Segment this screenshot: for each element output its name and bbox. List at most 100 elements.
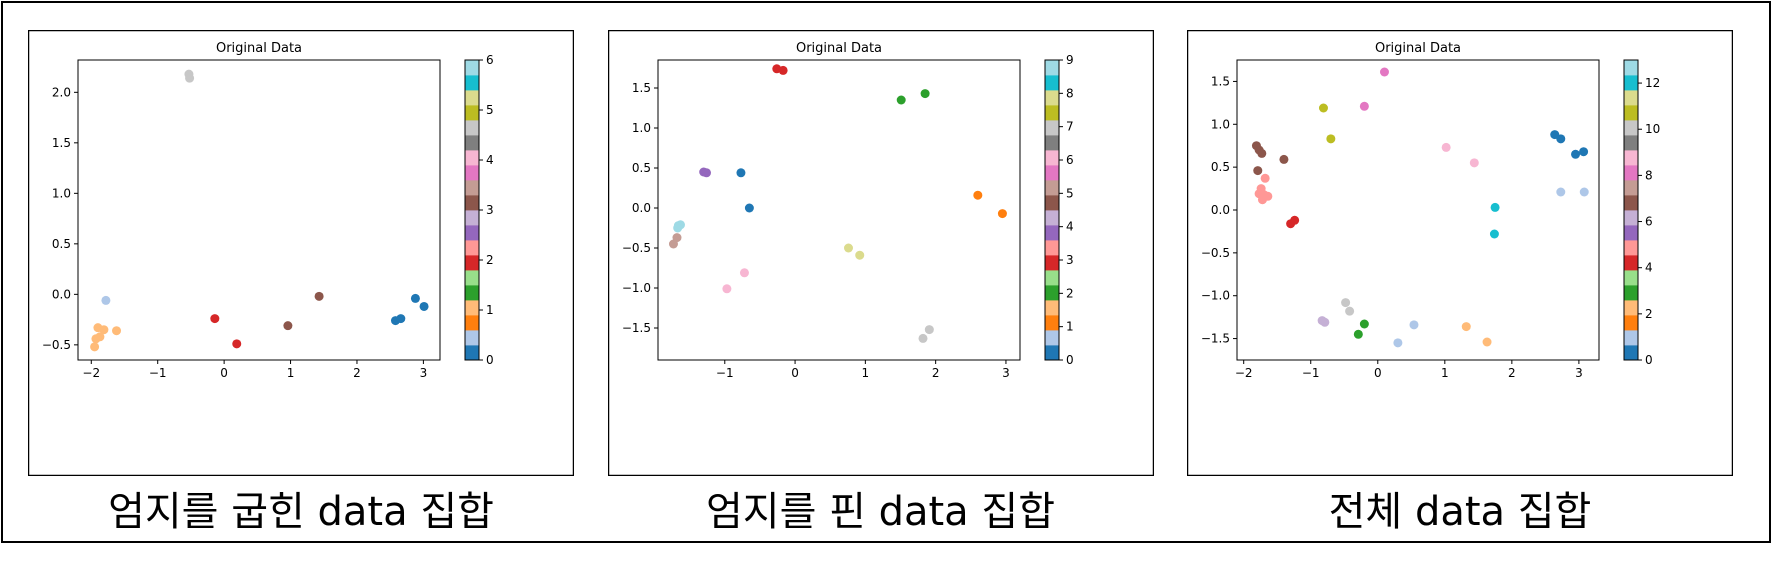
y-tick-label: 1.5 [1211, 74, 1230, 88]
scatter-point [1556, 187, 1566, 197]
x-tick-label: 1 [287, 366, 295, 380]
colorbar-segment [465, 195, 479, 211]
scatter-point [1359, 319, 1369, 329]
y-tick-label: −0.5 [622, 241, 651, 255]
scatter-point [314, 291, 324, 301]
colorbar-segment [1045, 225, 1059, 241]
colorbar-segment [1045, 135, 1059, 151]
scatter-point [1482, 337, 1492, 347]
y-tick-label: 0.5 [1211, 160, 1230, 174]
colorbar-tick-label: 10 [1645, 122, 1660, 136]
colorbar-tick-label: 2 [1645, 307, 1653, 321]
colorbar-segment [1624, 210, 1638, 226]
colorbar-segment [1045, 120, 1059, 136]
colorbar-segment [1624, 90, 1638, 106]
scatter-chart-svg: Original Data−2 −1 0 1 2 3−1.5−1.0−0.50.00.51… [1187, 30, 1733, 476]
panel-border [1187, 30, 1733, 476]
scatter-point [1353, 329, 1363, 339]
figure-frame [1, 1, 1771, 543]
panel-border [608, 30, 1154, 476]
y-tick-label: 2.0 [52, 85, 71, 99]
scatter-point [702, 168, 712, 178]
scatter-point [973, 190, 983, 200]
colorbar-tick-label: 2 [486, 253, 494, 267]
scatter-point [1379, 67, 1389, 77]
scatter-point [1359, 101, 1369, 111]
colorbar-tick-label: 3 [1066, 253, 1074, 267]
colorbar-tick-label: 8 [1645, 168, 1653, 182]
colorbar-segment [465, 75, 479, 91]
y-tick-label: −1.0 [1201, 289, 1230, 303]
x-tick-label: 2 [932, 366, 940, 380]
scatter-point [1257, 195, 1267, 205]
scatter-point [672, 233, 682, 243]
colorbar-segment [1045, 315, 1059, 331]
colorbar-segment [1624, 60, 1638, 76]
colorbar-segment [465, 90, 479, 106]
chart-title: Original Data [216, 41, 302, 56]
scatter-point [1257, 148, 1267, 158]
scatter-point [1393, 338, 1403, 348]
y-tick-label: 0.5 [632, 161, 651, 175]
scatter-point [855, 250, 865, 260]
x-tick-label: 1 [1441, 366, 1449, 380]
colorbar-segment [1045, 270, 1059, 286]
colorbar-segment [1045, 210, 1059, 226]
scatter-point [1579, 147, 1589, 157]
chart-panel-all: Original Data −2 −1 0 1 2 3 −1.5 −1.0 −0.5 0.0 0.5 1… [1187, 30, 1733, 476]
scatter-point [419, 301, 429, 311]
scatter-point [1260, 173, 1270, 183]
colorbar-segment [1624, 165, 1638, 181]
y-tick-label: 0.0 [632, 201, 651, 215]
plot-area-frame [657, 59, 1021, 361]
caption-thumb-spread: 엄지를 핀 data 집합 [705, 489, 1056, 535]
colorbar-segment [1624, 195, 1638, 211]
x-tick-label: −1 [149, 366, 167, 380]
colorbar-frame [1044, 59, 1060, 361]
colorbar-segment [1624, 150, 1638, 166]
colorbar-segment [1045, 345, 1059, 361]
colorbar-segment [1045, 330, 1059, 346]
scatter-point [1345, 306, 1355, 316]
y-tick-label: 1.5 [52, 136, 71, 150]
scatter-point [1489, 229, 1499, 239]
colorbar-segment [1624, 120, 1638, 136]
scatter-point [283, 321, 293, 331]
colorbar-segment [1045, 255, 1059, 271]
y-tick-label: 0.0 [52, 287, 71, 301]
colorbar-segment [465, 240, 479, 256]
scatter-chart-svg: Original Data −1 0 1 2 3 −1.5 −1.0 −0.5 0.0 0.5 1.0… [608, 30, 1154, 476]
plot-area-frame [77, 59, 441, 361]
scatter-point [1320, 317, 1330, 327]
scatter-point [1409, 320, 1419, 330]
scatter-point [1253, 166, 1263, 176]
y-tick-label: −0.5 [42, 338, 71, 352]
colorbar-segment [1624, 315, 1638, 331]
scatter-point [1556, 134, 1566, 144]
scatter-point [91, 334, 101, 344]
chart-title: Original Data [1375, 41, 1461, 56]
x-tick-label: −2 [82, 366, 100, 380]
y-tick-label: 1.5 [632, 81, 651, 95]
colorbar-tick-label: 4 [486, 153, 494, 167]
colorbar-tick-label: 1 [1066, 320, 1074, 334]
y-tick-label: −1.5 [1201, 332, 1230, 346]
colorbar-segment [1624, 345, 1638, 361]
scatter-point [918, 333, 928, 343]
chart-panel-thumb-bent: Original Data −2 −1 0 1 2 3 −0.5 0.0 0.5 1.0 1.5 2.0… [28, 30, 574, 476]
scatter-point [843, 243, 853, 253]
colorbar-tick-label: 7 [1066, 120, 1074, 134]
colorbar-segment [465, 120, 479, 136]
colorbar-tick-label: 4 [1645, 261, 1653, 275]
colorbar-tick-label: 0 [486, 353, 494, 367]
colorbar-segment [1624, 180, 1638, 196]
scatter-point [722, 284, 732, 294]
scatter-point [1461, 322, 1471, 332]
colorbar-segment [1624, 75, 1638, 91]
scatter-point [185, 73, 195, 83]
colorbar-tick-label: 4 [1066, 220, 1074, 234]
colorbar-tick-label: 5 [486, 103, 494, 117]
x-tick-label: −2 [1235, 366, 1253, 380]
scatter-point [410, 293, 420, 303]
colorbar-tick-label: 9 [1066, 53, 1074, 67]
